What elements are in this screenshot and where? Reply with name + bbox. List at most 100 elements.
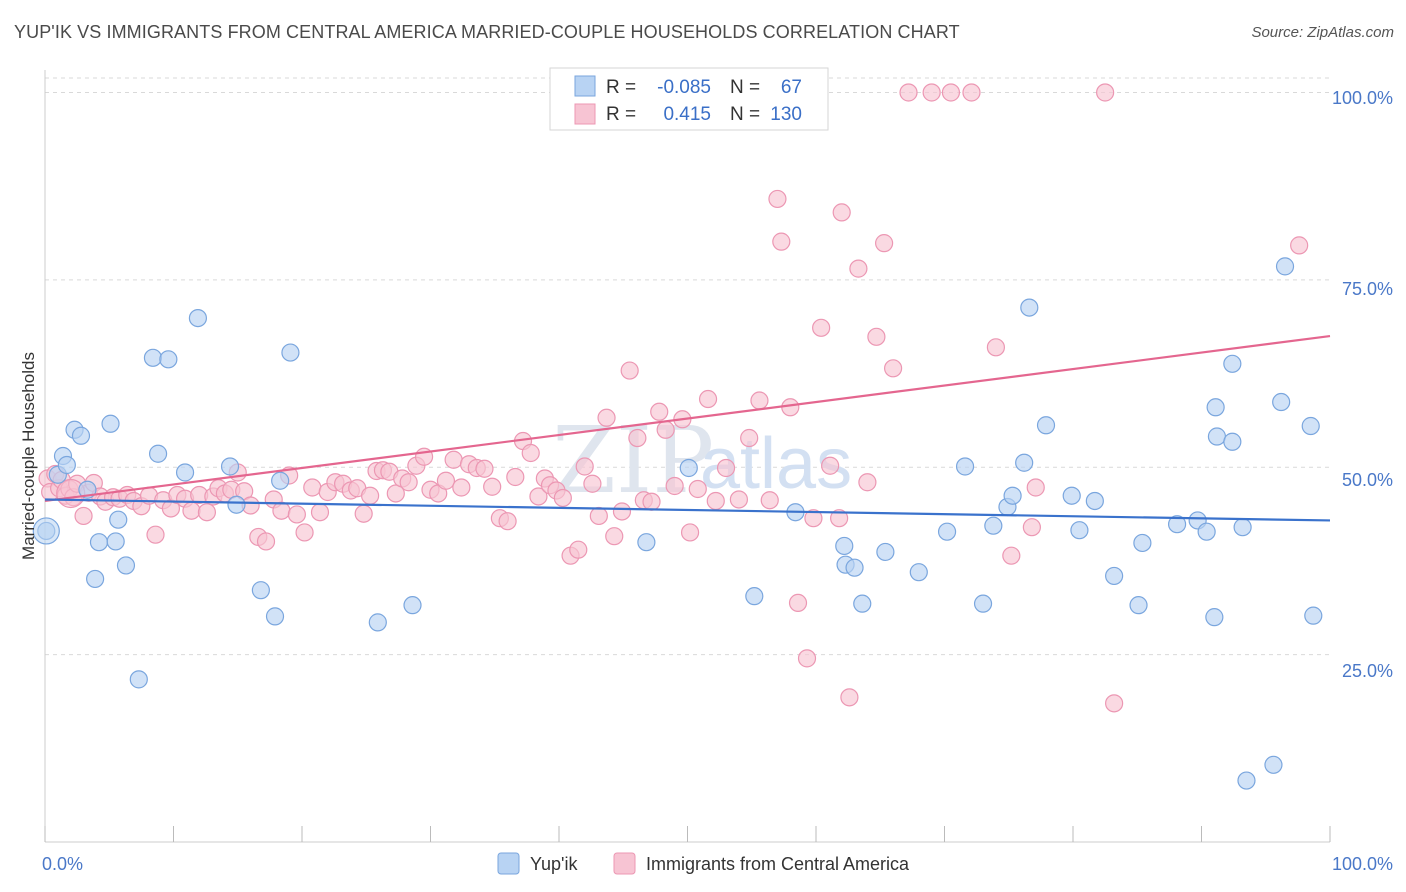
data-point-yupik: [129, 670, 148, 689]
data-point-central-america: [698, 389, 718, 409]
data-point-yupik: [1206, 398, 1225, 417]
data-point-central-america: [310, 503, 330, 522]
data-point-central-america: [899, 83, 918, 102]
data-point-central-america: [706, 491, 725, 511]
x-tick-label-100: 100.0%: [1332, 854, 1393, 874]
legend-r-value-yupik: -0.085: [657, 77, 711, 98]
data-point-central-america: [620, 361, 639, 380]
data-point-yupik: [1304, 606, 1323, 625]
data-point-central-america: [597, 408, 616, 427]
data-point-yupik: [227, 495, 246, 514]
data-point-yupik: [220, 457, 240, 476]
series-immigrants-central-america: [38, 83, 1309, 713]
data-point-central-america: [399, 473, 418, 492]
data-point-yupik: [876, 542, 895, 562]
data-point-yupik: [853, 594, 872, 613]
data-point-central-america: [883, 359, 903, 378]
data-point-yupik: [89, 533, 109, 552]
data-point-central-america: [272, 501, 291, 520]
data-point-central-america: [840, 688, 859, 707]
data-point-central-america: [361, 486, 380, 505]
data-point-central-america: [849, 259, 868, 278]
data-point-central-america: [444, 450, 463, 469]
data-point-central-america: [875, 234, 894, 253]
x-tick-label-0: 0.0%: [42, 854, 83, 874]
data-point-central-america: [74, 506, 93, 526]
data-point-yupik: [86, 569, 105, 589]
data-point-yupik: [1105, 566, 1124, 586]
data-point-yupik: [1070, 521, 1089, 540]
data-point-central-america: [197, 503, 217, 522]
data-point-central-america: [750, 391, 769, 410]
data-point-yupik: [679, 458, 698, 478]
chart-source: Source: ZipAtlas.com: [1251, 24, 1394, 41]
data-point-central-america: [612, 502, 632, 521]
data-point-central-america: [303, 478, 322, 497]
data-point-central-america: [650, 402, 669, 421]
data-point-central-america: [858, 473, 877, 492]
data-point-yupik: [403, 596, 422, 615]
data-point-yupik: [835, 536, 854, 556]
data-point-yupik: [1197, 522, 1216, 541]
legend-n-value-yupik: 67: [781, 77, 802, 98]
data-point-central-america: [656, 420, 675, 439]
bottom-legend-swatch-central-america: [613, 852, 636, 875]
data-point-central-america: [1022, 518, 1041, 537]
data-point-central-america: [1105, 694, 1124, 713]
data-point-yupik: [281, 343, 300, 362]
data-point-yupik: [159, 350, 178, 369]
data-point-yupik: [101, 414, 120, 433]
data-point-central-america: [665, 476, 684, 496]
data-point-central-america: [740, 428, 759, 448]
data-point-yupik: [57, 455, 76, 475]
data-point-central-america: [182, 501, 201, 520]
data-point-yupik: [1020, 298, 1039, 317]
chart-title: YUP'IK VS IMMIGRANTS FROM CENTRAL AMERIC…: [14, 22, 960, 42]
data-point-central-america: [797, 649, 817, 668]
y-tick-label-100: 100.0%: [1332, 88, 1393, 108]
data-point-yupik: [1129, 596, 1148, 615]
bottom-legend-label-yupik: Yup'ik: [530, 854, 578, 874]
data-point-central-america: [812, 318, 831, 337]
data-point-central-america: [628, 428, 647, 448]
correlation-legend: R = -0.085 N = 67 R = 0.415 N = 130: [549, 67, 829, 131]
data-point-yupik: [143, 348, 163, 367]
data-point-yupik: [188, 308, 208, 328]
data-point-central-america: [804, 509, 823, 528]
data-point-central-america: [867, 327, 886, 346]
data-point-central-america: [498, 512, 517, 531]
data-point-central-america: [830, 509, 849, 528]
data-point-yupik: [1003, 486, 1022, 505]
data-point-yupik: [1205, 608, 1224, 627]
data-point-central-america: [295, 523, 314, 542]
data-point-central-america: [1002, 546, 1021, 565]
data-point-yupik: [1301, 416, 1320, 436]
data-point-central-america: [436, 471, 456, 490]
legend-r-value-central-america: 0.415: [663, 104, 711, 125]
data-point-yupik: [845, 558, 864, 577]
data-point-yupik: [1085, 491, 1104, 511]
data-point-yupik: [1036, 416, 1056, 435]
data-point-central-america: [642, 492, 661, 511]
data-point-central-america: [962, 83, 981, 102]
data-point-central-america: [589, 506, 608, 526]
legend-r-label-yupik: R =: [606, 77, 636, 98]
data-point-yupik: [116, 556, 136, 575]
bottom-legend-swatch-yupik: [497, 852, 520, 875]
data-point-central-america: [354, 504, 373, 523]
data-point-yupik: [1272, 392, 1291, 412]
y-tick-label-75: 75.0%: [1342, 279, 1393, 299]
legend-r-label-central-america: R =: [606, 104, 636, 125]
y-tick-label-25: 25.0%: [1342, 661, 1393, 681]
data-point-central-america: [146, 525, 165, 544]
data-point-central-america: [986, 338, 1006, 357]
data-point-yupik: [1233, 518, 1252, 537]
data-point-yupik: [368, 613, 387, 632]
data-point-yupik: [637, 533, 656, 552]
data-point-central-america: [768, 189, 787, 209]
watermark: ZIP atlas: [552, 407, 852, 514]
data-point-yupik: [973, 594, 993, 613]
x-axis-ticks: [44, 826, 1331, 842]
data-point-central-america: [821, 456, 840, 475]
